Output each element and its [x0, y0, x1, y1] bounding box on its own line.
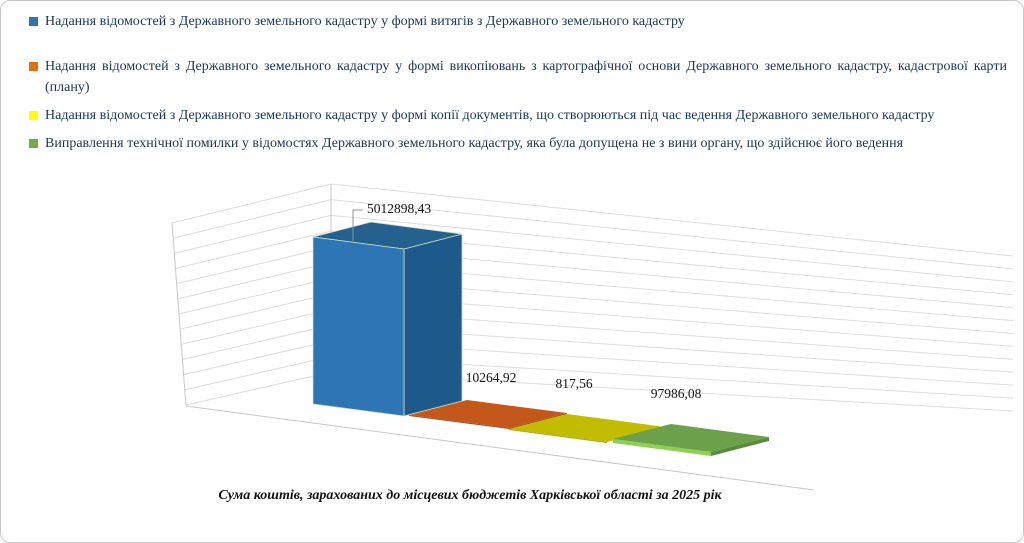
legend-item-vytiahy: Надання відомостей з Державного земельно…: [29, 11, 1007, 32]
floor-front-edge: [185, 405, 815, 491]
bar-top-face: [409, 400, 567, 428]
data-label-vykopiiuvannia: 10264,92: [466, 370, 517, 385]
bar-vypravlennia: [613, 424, 769, 456]
bar-front-face: [409, 415, 509, 429]
chart-title: Сума коштів, зарахованих до місцевих бюд…: [218, 488, 722, 503]
bar-kopii-dokumentiv: [509, 414, 665, 443]
legend-swatch-icon: [29, 139, 38, 148]
grid-line: [171, 183, 332, 224]
legend-item-vykopiiuvannia: Надання відомостей з Державного земельно…: [29, 56, 1007, 98]
legend-item-kopii-dokumentiv: Надання відомостей з Державного земельно…: [29, 105, 1007, 126]
legend-swatch-icon: [29, 111, 38, 120]
data-label-leader-line: [352, 209, 363, 241]
bar-side-face: [509, 413, 567, 429]
grid-line: [173, 199, 332, 239]
grid-line: [182, 324, 332, 360]
grid-line: [184, 355, 332, 391]
grid-line: [185, 371, 332, 406]
data-label-vypravlennia: 97986,08: [651, 386, 702, 401]
bar-front-face: [312, 236, 405, 417]
chart-legend: Надання відомостей з Державного земельно…: [29, 11, 1007, 161]
grid-line: [175, 230, 332, 269]
grid-line: [183, 340, 332, 376]
grid-line: [330, 183, 1014, 257]
bar-side-face: [403, 233, 463, 417]
legend-swatch-icon: [29, 17, 38, 26]
grid-line: [178, 277, 332, 315]
legend-label: Надання відомостей з Державного земельно…: [45, 14, 685, 29]
data-label-vytiahy: 5012898,43: [367, 201, 431, 216]
bar-front-face: [613, 439, 711, 456]
legend-label: Надання відомостей з Державного земельно…: [45, 108, 935, 123]
grid-line: [176, 246, 332, 285]
legend-label: Виправлення технічної помилки у відомост…: [45, 136, 904, 151]
bar-vykopiiuvannia: [409, 400, 567, 429]
grid-line: [174, 214, 332, 254]
bar-vytiahy: [312, 221, 463, 417]
grid-line: [177, 261, 332, 300]
legend-item-vypravlennia: Виправлення технічної помилки у відомост…: [29, 133, 1007, 154]
wall-left-edge: [171, 222, 187, 407]
data-label-kopii-dokumentiv: 817,56: [555, 376, 592, 391]
bar-front-face: [509, 429, 607, 443]
bar-top-face: [613, 424, 769, 452]
bar-side-face: [711, 437, 769, 456]
legend-swatch-icon: [29, 62, 38, 71]
grid-line: [330, 214, 1014, 283]
grid-line: [181, 308, 332, 345]
grid-line: [180, 293, 332, 330]
legend-label: Надання відомостей з Державного земельно…: [45, 59, 1007, 95]
grid-line: [330, 199, 1014, 270]
bar-top-face: [509, 414, 665, 442]
